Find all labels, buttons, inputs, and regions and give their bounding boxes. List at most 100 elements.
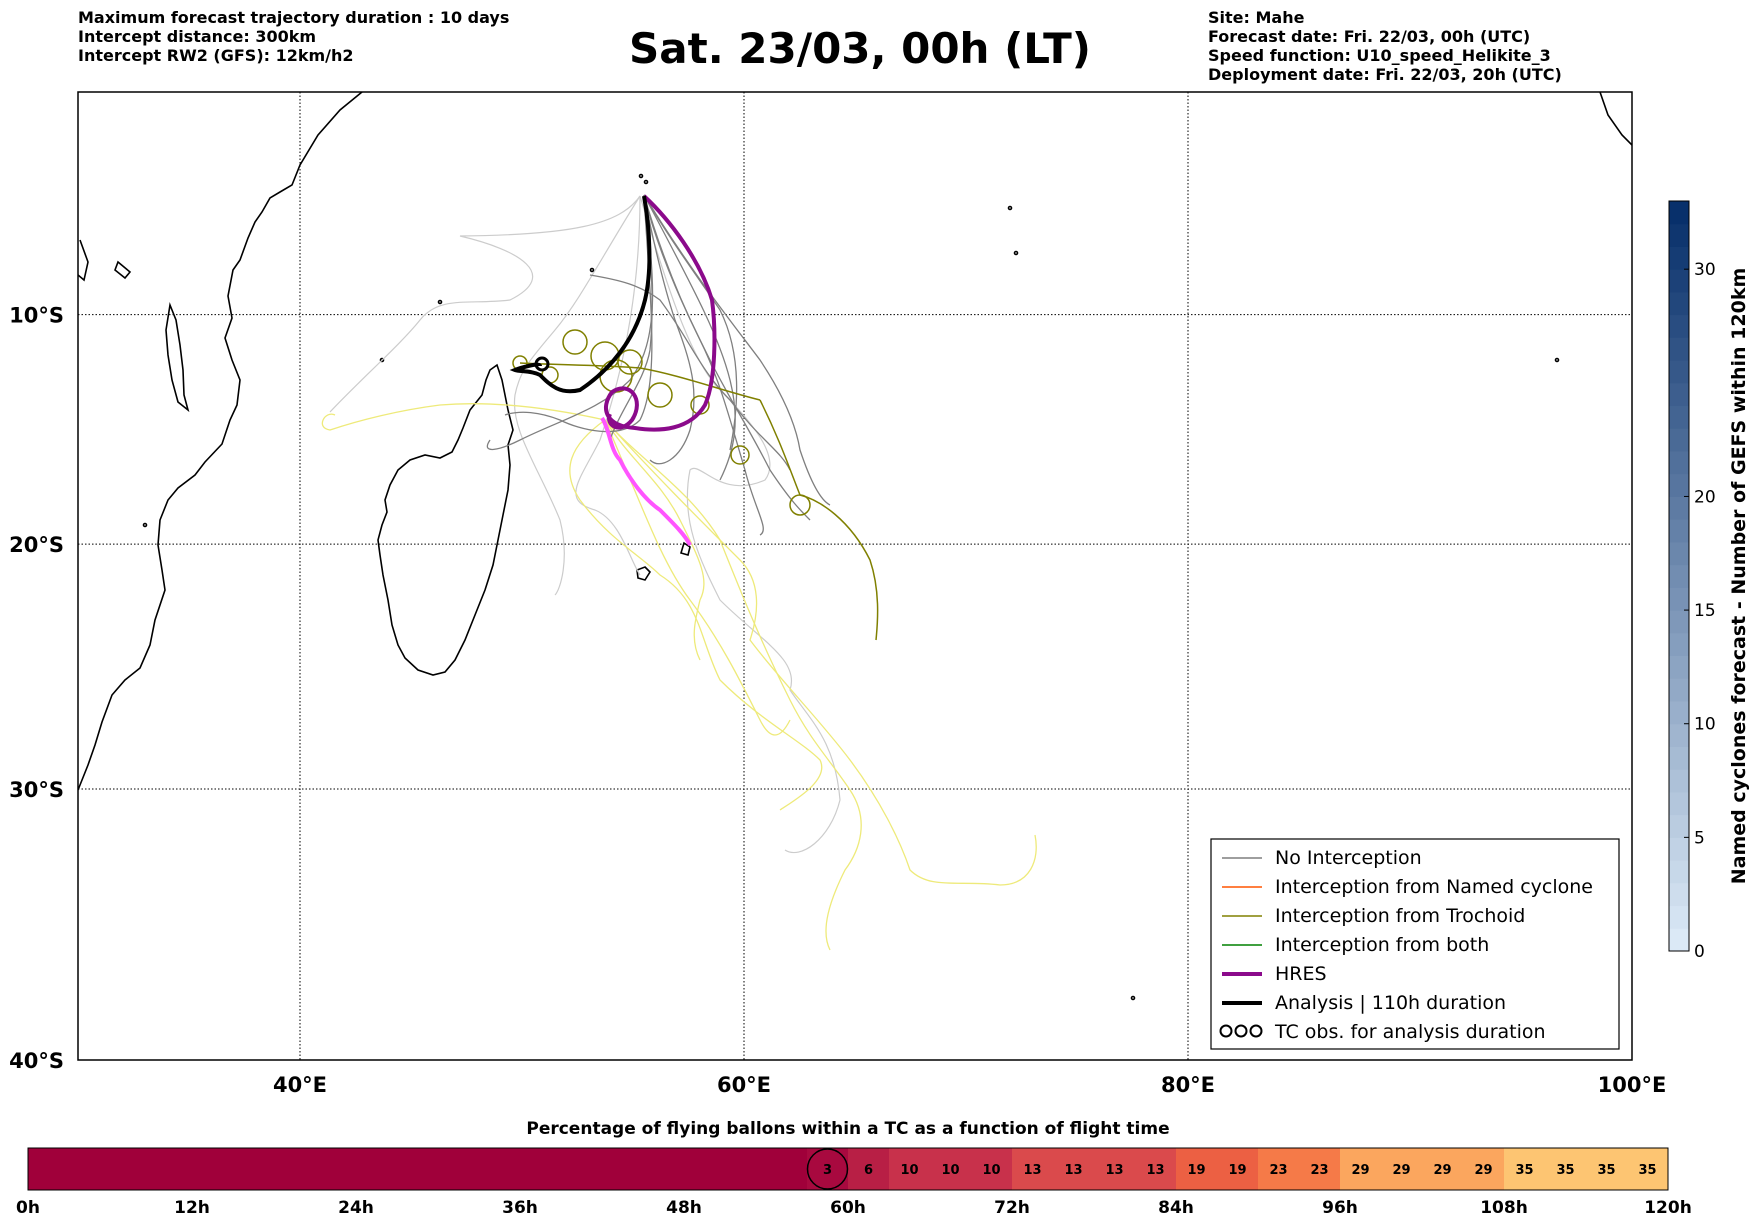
timeline-cell-value: 13 [1023, 1163, 1041, 1178]
olive-trajectories [512, 329, 879, 641]
trajectory-light-4 [575, 195, 641, 576]
timeline-cell [1586, 1148, 1627, 1190]
colorbar-segment [1669, 564, 1689, 588]
island-6 [1599, 92, 1632, 146]
trajectory-yellow-2 [604, 419, 862, 951]
colorbar-segment [1669, 814, 1689, 838]
timeline-cell-value: 13 [1105, 1163, 1123, 1178]
header-info-left: Maximum forecast trajectory duration : 1… [78, 8, 509, 65]
timeline-cell [1381, 1148, 1422, 1190]
lat-tick-label: 20°S [9, 533, 64, 557]
africa-coast [78, 92, 363, 791]
colorbar-frame [1668, 200, 1690, 952]
header-site: Site: Mahe [1208, 8, 1305, 27]
colorbar-segment [1669, 519, 1689, 543]
colorbar-segment [1669, 269, 1689, 293]
colorbar-segment [1669, 723, 1689, 747]
legend-loop-symbol [1219, 1024, 1233, 1038]
colorbar-segment [1669, 314, 1689, 338]
trajectory-yellow-5 [321, 403, 606, 431]
timeline-cell-value: 3 [823, 1163, 832, 1178]
islet-seychelles-1 [638, 173, 644, 179]
colorbar-segment [1669, 337, 1689, 361]
trajectory-gray-10 [589, 274, 791, 471]
timeline-cell [1299, 1148, 1340, 1190]
colorbar-segment [1669, 837, 1689, 861]
trajectory-gray-8 [643, 194, 736, 481]
timeline-tick-label: 60h [830, 1198, 866, 1218]
colorbar-segment [1669, 882, 1689, 907]
timeline-tick-label: 12h [174, 1198, 210, 1218]
map-gridlines [78, 92, 1632, 1060]
trochoid-loop-10 [730, 445, 750, 465]
colorbar-segment [1669, 473, 1689, 497]
timeline-cell [1176, 1148, 1217, 1190]
timeline-cell [1627, 1148, 1668, 1190]
colorbar-segment [1669, 905, 1689, 929]
trajectory-olive-2 [519, 362, 761, 401]
header-trajectory-duration: Maximum forecast trajectory duration : 1… [78, 8, 510, 27]
timeline-cell-value: 23 [1269, 1163, 1287, 1178]
timeline-cell [848, 1148, 889, 1190]
trajectories [321, 194, 1037, 951]
coastlines [78, 92, 1632, 1001]
timeline-zero-segment [28, 1148, 848, 1190]
lon-tick-label: 40°E [273, 1073, 327, 1097]
timeline-cell [1094, 1148, 1135, 1190]
timeline-tick-label: 120h [1644, 1198, 1692, 1218]
lat-tick-label: 10°S [9, 304, 64, 328]
hres-trajectory [603, 194, 717, 432]
timeline-cell [1545, 1148, 1586, 1190]
timeline-cell-value: 10 [982, 1163, 1000, 1178]
colorbar-tick-label: 20 [1694, 487, 1716, 507]
trajectory-gray-2 [643, 194, 764, 536]
timeline-cell [1422, 1148, 1463, 1190]
timeline-cell [971, 1148, 1012, 1190]
timeline-tick-label: 0h [16, 1198, 40, 1218]
legend-label: Interception from Named cyclone [1275, 876, 1593, 898]
timeline-cell-value: 13 [1064, 1163, 1082, 1178]
colorbar-segment [1669, 701, 1689, 725]
islet-4 [1554, 357, 1560, 363]
lat-tick-label: 30°S [9, 778, 64, 802]
colorbar-segment [1669, 223, 1689, 247]
timeline-cell [889, 1148, 930, 1190]
header-forecast-date: Forecast date: Fri. 22/03, 00h (UTC) [1208, 27, 1531, 46]
timeline-cell [930, 1148, 971, 1190]
yellow-trajectories [321, 403, 1037, 951]
legend-label: No Interception [1275, 847, 1422, 869]
timeline-cell [1504, 1148, 1545, 1190]
gray-trajectories [486, 194, 831, 536]
timeline-tick-label: 72h [994, 1198, 1030, 1218]
lon-tick-label: 80°E [1161, 1073, 1215, 1097]
legend-loop-symbol [1249, 1024, 1263, 1038]
map-title: Sat. 23/03, 00h (LT) [629, 24, 1091, 73]
colorbar-segment [1669, 541, 1689, 566]
timeline-current-marker [806, 1148, 849, 1190]
timeline-cell-value: 29 [1433, 1163, 1451, 1178]
islet-seychelles-2 [643, 179, 649, 185]
trajectory-light-2 [513, 195, 641, 596]
timeline-cell-value: 35 [1556, 1163, 1574, 1178]
lat-tick-label: 40°S [9, 1049, 64, 1073]
islet-1 [1007, 205, 1013, 211]
islet-7 [379, 357, 385, 363]
trajectory-gray-9 [643, 194, 695, 465]
colorbar-segment [1669, 610, 1689, 634]
timeline-cell-value: 35 [1597, 1163, 1615, 1178]
timeline-tick-label: 48h [666, 1198, 702, 1218]
analysis-trajectory [509, 195, 652, 394]
legend-label: Interception from Trochoid [1275, 905, 1525, 927]
light-gray-trajectories [329, 195, 841, 854]
timeline-cell-value: 35 [1638, 1163, 1656, 1178]
timeline-cell [1463, 1148, 1504, 1190]
map-legend: No Interception Interception from Named c… [1210, 838, 1620, 1050]
trajectory-yellow-6 [604, 419, 705, 661]
timeline-tick-label: 108h [1480, 1198, 1528, 1218]
island-4 [114, 260, 132, 280]
timeline-tick-label: 36h [502, 1198, 538, 1218]
header-intercept-distance: Intercept distance: 300km [78, 27, 317, 46]
island-3 [680, 541, 691, 556]
timeline-cell-value: 29 [1392, 1163, 1410, 1178]
